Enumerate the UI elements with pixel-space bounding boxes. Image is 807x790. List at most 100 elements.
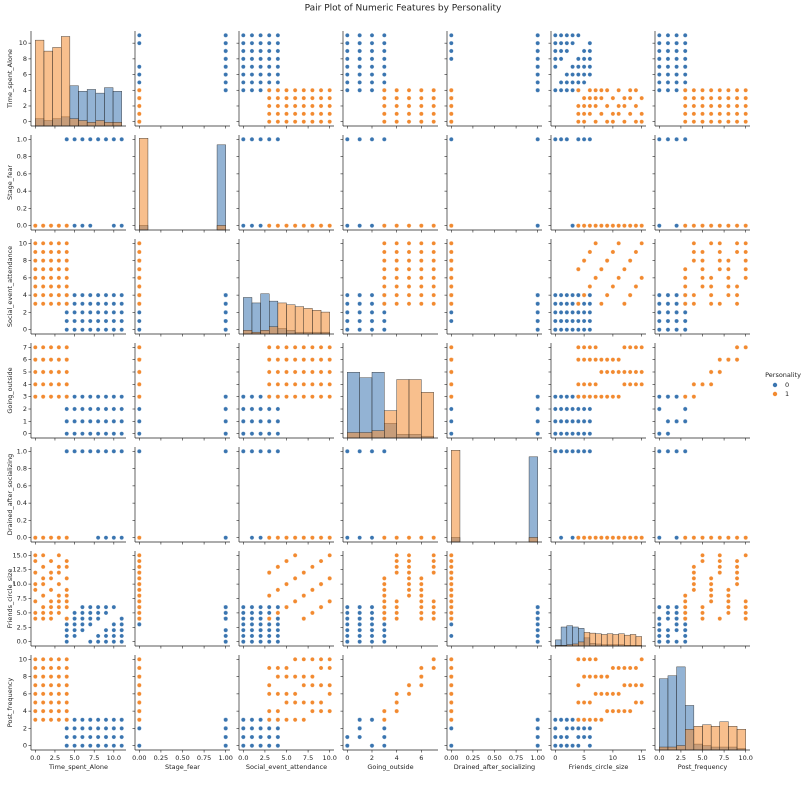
scatter-point (64, 406, 69, 412)
scatter-point (33, 558, 38, 564)
scatter-point (657, 406, 662, 412)
scatter-point (48, 223, 54, 228)
scatter-point (33, 369, 38, 375)
scatter-point (275, 627, 281, 633)
scatter-point (33, 249, 38, 255)
scatter-point (657, 431, 662, 436)
scatter-point (691, 111, 697, 117)
scatter-point (700, 111, 705, 117)
scatter-point (266, 48, 272, 54)
scatter-point (734, 564, 740, 570)
scatter-point (633, 682, 639, 688)
scatter-point (726, 111, 731, 117)
scatter-point (682, 406, 688, 412)
scatter-point (310, 587, 315, 593)
scatter-point (56, 657, 62, 662)
scatter-point (357, 223, 362, 228)
scatter-point (103, 394, 109, 399)
scatter-point (576, 419, 581, 424)
scatter-point (665, 64, 671, 69)
scatter-point (576, 301, 581, 307)
scatter-point (80, 137, 85, 142)
scatter-point (394, 223, 399, 228)
histogram-bar (624, 634, 631, 647)
scatter-point (604, 119, 610, 124)
scatter-point (674, 40, 679, 46)
scatter-point (726, 284, 731, 289)
scatter-point (40, 665, 46, 671)
scatter-point (382, 80, 387, 85)
scatter-point (700, 249, 705, 255)
scatter-point (581, 103, 587, 109)
scatter-point (535, 56, 540, 62)
scatter-point (734, 570, 740, 575)
histogram-bar (667, 675, 677, 751)
scatter-point (382, 301, 387, 307)
scatter-point (137, 394, 142, 399)
scatter-point (137, 691, 142, 697)
scatter-point (369, 622, 375, 627)
scatter-point (40, 674, 46, 679)
scatter-point (258, 717, 263, 723)
scatter-point (357, 301, 362, 307)
scatter-point (357, 449, 362, 454)
scatter-point (406, 581, 412, 587)
scatter-point (249, 419, 255, 424)
scatter-point (33, 610, 38, 616)
histogram-bar (384, 410, 397, 439)
histogram-bar (555, 639, 562, 647)
scatter-point (48, 369, 54, 375)
scatter-point (406, 241, 412, 246)
scatter-point (33, 301, 38, 307)
scatter-point (301, 717, 307, 723)
scatter-point (449, 691, 454, 697)
scatter-point (587, 345, 593, 350)
scatter-point (627, 665, 633, 671)
scatter-point (449, 394, 454, 399)
scatter-point (622, 119, 627, 124)
scatter-point (318, 95, 324, 101)
scatter-point (301, 570, 307, 575)
scatter-point (616, 369, 621, 375)
scatter-point (581, 301, 587, 307)
scatter-point (137, 449, 142, 454)
scatter-point (64, 369, 69, 375)
scatter-point (369, 80, 375, 85)
scatter-point (88, 301, 93, 307)
scatter-point (33, 717, 38, 723)
scatter-point (48, 382, 54, 387)
scatter-point (310, 223, 315, 228)
scatter-point (682, 137, 688, 142)
scatter-point (610, 284, 616, 289)
panel (340, 343, 438, 441)
scatter-point (88, 318, 93, 324)
scatter-point (119, 743, 124, 748)
scatter-point (275, 103, 281, 109)
x-axis-label: Drained_after_socializing (454, 763, 535, 771)
scatter-point (449, 345, 454, 350)
scatter-point (581, 419, 587, 424)
scatter-point (266, 406, 272, 412)
scatter-point (665, 327, 671, 332)
scatter-point (576, 743, 581, 748)
scatter-point (56, 691, 62, 697)
histogram-bar (612, 634, 619, 647)
scatter-point (64, 258, 69, 263)
scatter-point (64, 327, 69, 332)
scatter-point (382, 310, 387, 315)
scatter-point (137, 33, 142, 38)
scatter-point (88, 419, 93, 424)
scatter-point (382, 717, 387, 723)
scatter-point (564, 431, 570, 436)
scatter-point (717, 119, 723, 124)
scatter-point (610, 249, 616, 255)
scatter-point (394, 241, 399, 246)
scatter-point (535, 431, 540, 436)
histogram-bar (451, 450, 461, 543)
scatter-point (103, 639, 109, 644)
scatter-point (553, 419, 558, 424)
scatter-point (318, 103, 324, 109)
scatter-point (535, 616, 540, 621)
scatter-point (357, 604, 362, 610)
